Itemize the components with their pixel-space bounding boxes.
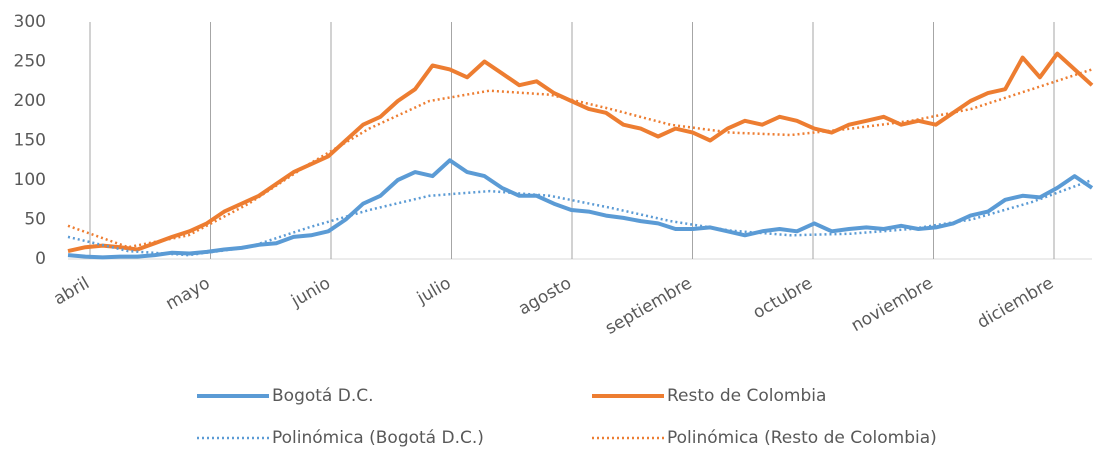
y-tick-label: 150 <box>14 131 46 151</box>
trend-line <box>67 178 1093 257</box>
x-tick-label: mayo <box>162 273 213 314</box>
legend-label: Polinómica (Bogotá D.C.) <box>272 428 484 448</box>
legend-label: Polinómica (Resto de Colombia) <box>667 428 937 448</box>
x-tick-label: junio <box>287 273 334 312</box>
x-tick-label: septiembre <box>602 273 695 339</box>
y-tick-label: 100 <box>14 170 46 190</box>
y-tick-label: 300 <box>14 12 46 32</box>
y-tick-label: 200 <box>14 91 46 111</box>
y-tick-label: 0 <box>35 249 46 269</box>
x-tick-label: octubre <box>750 273 816 323</box>
legend-label: Resto de Colombia <box>667 386 826 406</box>
series-line <box>67 158 1094 260</box>
x-tick-label: agosto <box>515 273 575 319</box>
y-tick-label: 250 <box>14 52 46 72</box>
series-line <box>67 51 1094 254</box>
x-tick-label: diciembre <box>974 273 1057 333</box>
x-tick-label: abril <box>50 273 93 309</box>
x-tick-label: julio <box>413 273 454 309</box>
legend-label: Bogotá D.C. <box>272 386 374 406</box>
x-tick-label: noviembre <box>848 273 937 336</box>
trend-line <box>67 68 1093 249</box>
y-tick-label: 50 <box>24 210 46 230</box>
